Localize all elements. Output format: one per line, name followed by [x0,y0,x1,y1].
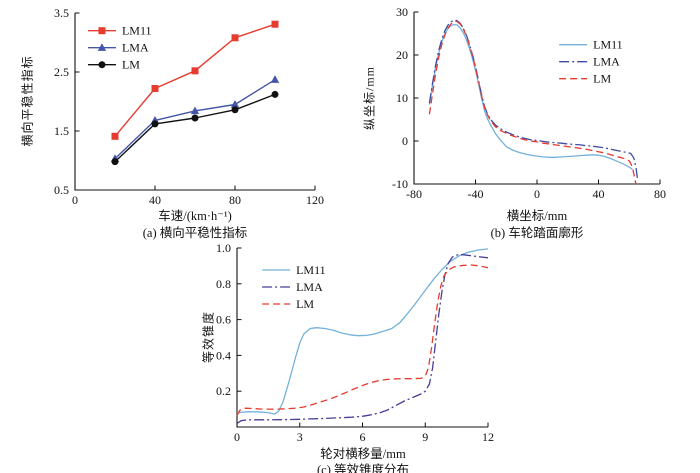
legend-label-LMA: LMA [122,41,149,55]
legend-label-LM11: LM11 [593,38,623,52]
LM-marker [98,61,106,69]
legend-label-LM: LM [296,297,314,311]
axes [236,248,488,428]
LM-marker [151,120,159,128]
x-tick-label: 120 [306,193,324,207]
x-tick-label: 0 [72,193,78,207]
chart-a-caption: (a) 横向平稳性指标 [142,226,248,240]
series-LM11-line [236,248,489,415]
chart-b-caption: (b) 车轮踏面廓形 [490,226,584,240]
x-tick-label: 40 [593,187,605,201]
x-tick-label: 9 [422,430,428,444]
LM11-marker [231,34,239,42]
conicity-plot: 0 3 6 9 12 0.2 0.4 0.6 0.8 1.0 LM11 LMA LM [216,241,494,444]
y-tick-label: 0.5 [54,183,69,197]
x-tick-label: 80 [229,193,241,207]
y-tick-label: 0.2 [216,384,231,398]
chart-b-wheel-profile: -80 -40 0 40 80 -10 0 10 20 30 LM11 LMA LM 纵坐标/mm 横坐… [350,0,700,240]
legend-label-LM11: LM11 [296,263,326,277]
LM11-marker [151,85,159,93]
LM11-marker [98,27,106,35]
y-tick-label: 0.4 [216,348,231,362]
legend-label-LM: LM [593,72,611,86]
LM-marker [111,158,119,166]
series-LM11 [111,20,279,140]
series-LM11 [428,23,633,170]
LM11-marker [111,132,119,140]
chart-c-caption: (c) 等效锥度分布 [317,463,409,473]
series-LMA [428,19,639,181]
LMA-marker [97,43,107,51]
y-tick-label: 0.6 [216,313,231,327]
x-tick-label: 40 [149,193,161,207]
y-tick-label: 30 [396,5,408,19]
x-tick-label: -80 [406,187,422,201]
chart-c-equivalent-conicity: 0 3 6 9 12 0.2 0.4 0.6 0.8 1.0 LM11 LMA LM 等效锥度 轮对横移… [175,240,525,473]
legend: LM11 LMA LM [559,38,623,86]
y-tick-label: 1.5 [54,124,69,138]
series-LM [236,264,489,416]
y-tick-label: 3.5 [54,6,69,20]
y-tick-label: 1.0 [216,241,231,255]
y-tick-label: 0 [402,134,408,148]
LM-marker [231,106,239,114]
series-LMA-line [236,253,489,424]
x-tick-label: 6 [360,430,366,444]
chart-c-xlabel: 轮对横移量/mm [320,447,406,461]
LMA-marker [190,106,200,115]
chart-c-ylabel: 等效锥度 [201,310,216,364]
legend-label-LMA: LMA [593,55,620,69]
legend-label-LM11: LM11 [122,24,152,38]
chart-b-xlabel: 横坐标/mm [506,209,568,223]
wheel-profile-plot: -80 -40 0 40 80 -10 0 10 20 30 LM11 LMA LM [392,5,666,201]
chart-a-stability-index: 0 40 80 120 0.5 1.5 2.5 3.5 LM11 LMA LM 横向平稳性指标 车速… [0,0,350,240]
x-tick-label: -40 [468,187,484,201]
y-tick-label: 20 [396,48,408,62]
legend: LM11 LMA LM [262,263,326,311]
LM-marker [271,90,279,98]
LM11-marker [191,67,199,75]
series-LM11 [236,248,489,415]
axes [74,13,315,191]
x-tick-label: 3 [297,430,303,444]
legend-label-LM: LM [122,58,140,72]
LM11-marker [271,20,279,28]
series-LM11-line [428,23,633,170]
series-LM [111,90,279,166]
x-tick-label: 0 [234,430,240,444]
legend-label-LMA: LMA [296,280,323,294]
chart-b-ylabel: 纵坐标/mm [362,65,377,131]
series-LMA-line [428,19,639,181]
stability-index-plot: 0 40 80 120 0.5 1.5 2.5 3.5 LM11 LMA LM [54,6,324,207]
x-tick-label: 12 [482,430,494,444]
LM-marker [191,114,199,122]
y-tick-label: 2.5 [54,65,69,79]
y-tick-label: -10 [392,177,408,191]
legend: LM11 LMA LM [87,24,152,72]
chart-a-xlabel: 车速/(km·h⁻¹) [158,209,232,223]
chart-a-ylabel: 横向平稳性指标 [20,55,35,147]
LMA-marker [270,75,280,83]
series-LM-line [236,264,489,416]
series-LM-line [114,93,276,163]
LMA-marker [230,99,240,108]
x-tick-label: 0 [534,187,540,201]
y-tick-label: 10 [396,91,408,105]
series-LMA [236,253,489,424]
x-tick-label: 80 [654,187,666,201]
y-tick-label: 0.8 [216,277,231,291]
